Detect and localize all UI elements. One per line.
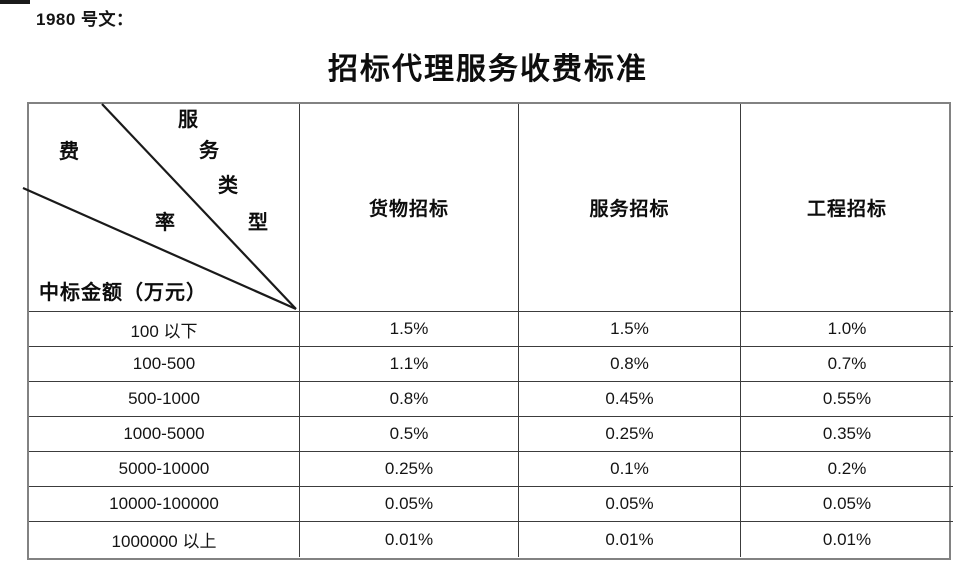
rate-cell: 0.01% — [518, 521, 740, 557]
rate-cell: 0.35% — [740, 416, 953, 451]
row-range-cell: 1000000 以上 — [29, 521, 299, 557]
row-range-cell: 500-1000 — [29, 381, 299, 416]
corner-header-cell: 服 务 类 型 费 率 中标金额（万元） — [22, 103, 299, 311]
row-range-cell: 100-500 — [29, 346, 299, 381]
rate-cell: 0.45% — [518, 381, 740, 416]
column-header-engineering: 工程招标 — [740, 104, 953, 311]
corner-label-rate-char: 费 — [59, 141, 79, 163]
rate-cell: 0.01% — [740, 521, 953, 557]
row-range-cell: 10000-100000 — [29, 486, 299, 521]
rate-cell: 0.55% — [740, 381, 953, 416]
fee-standard-table: 服 务 类 型 费 率 中标金额（万元） 货物招标 服务招标 工程招标 100 … — [22, 102, 953, 560]
rate-cell: 0.05% — [299, 486, 518, 521]
corner-label-rate-char: 率 — [155, 212, 175, 234]
page-title: 招标代理服务收费标准 — [328, 53, 648, 86]
rate-cell: 1.5% — [299, 311, 518, 346]
rate-cell: 0.25% — [518, 416, 740, 451]
rate-cell: 0.05% — [740, 486, 953, 521]
rate-cell: 1.5% — [518, 311, 740, 346]
row-range-cell: 5000-10000 — [29, 451, 299, 486]
rate-cell: 0.5% — [299, 416, 518, 451]
row-range-cell: 1000-5000 — [29, 416, 299, 451]
rate-cell: 1.0% — [740, 311, 953, 346]
rate-cell: 0.25% — [299, 451, 518, 486]
rate-cell: 0.8% — [518, 346, 740, 381]
rate-cell: 0.8% — [299, 381, 518, 416]
column-header-service: 服务招标 — [518, 104, 740, 311]
corner-label-service-char: 型 — [248, 212, 268, 234]
column-header-goods: 货物招标 — [299, 104, 518, 311]
corner-label-service-char: 务 — [199, 140, 219, 162]
rate-cell: 0.1% — [518, 451, 740, 486]
diagonal-line-lower — [22, 186, 297, 311]
corner-label-service-char: 类 — [218, 175, 238, 197]
rate-cell: 0.7% — [740, 346, 953, 381]
rate-cell: 0.05% — [518, 486, 740, 521]
rate-cell: 1.1% — [299, 346, 518, 381]
rate-cell: 0.01% — [299, 521, 518, 557]
diagonal-divider-lines — [22, 103, 297, 311]
diagonal-line-upper — [101, 103, 297, 310]
row-range-cell: 100 以下 — [29, 311, 299, 346]
rate-cell: 0.2% — [740, 451, 953, 486]
corner-label-amount: 中标金额（万元） — [39, 282, 207, 304]
corner-label-service-char: 服 — [178, 109, 198, 131]
document-ref-label: 1980 号文： — [36, 10, 134, 29]
scan-edge-artifact — [0, 0, 30, 4]
